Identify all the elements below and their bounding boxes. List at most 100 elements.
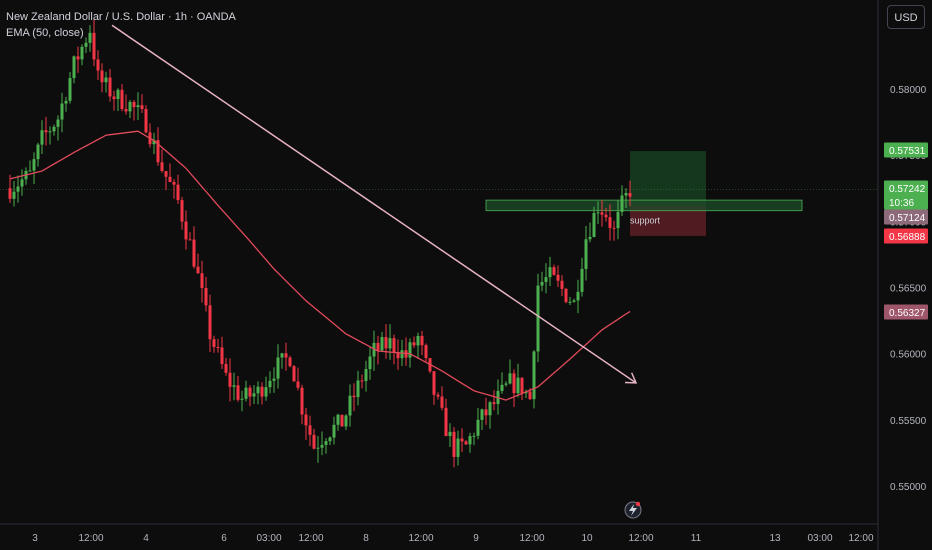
- candle-body: [629, 193, 632, 197]
- candle-body: [465, 441, 468, 444]
- alert-icon[interactable]: [625, 502, 641, 518]
- candle-body: [453, 432, 456, 457]
- candle-body: [557, 275, 560, 281]
- candle-body: [73, 56, 76, 78]
- candle-body: [109, 78, 112, 97]
- candle-body: [257, 387, 260, 394]
- candle-body: [545, 277, 548, 282]
- candle-body: [341, 415, 344, 427]
- candle-body: [17, 187, 20, 192]
- candle-body: [605, 215, 608, 218]
- x-tick-label: 12:00: [298, 533, 323, 544]
- candle-body: [317, 448, 320, 449]
- candle-body: [493, 402, 496, 404]
- candle-body: [445, 408, 448, 436]
- x-tick-label: 12:00: [519, 533, 544, 544]
- target-zone: [630, 151, 706, 205]
- candle-body: [21, 179, 24, 186]
- candle-body: [333, 425, 336, 438]
- candle-body: [593, 213, 596, 237]
- candle-body: [245, 388, 248, 399]
- candle-body: [177, 185, 180, 200]
- stop-price-tag: 0.56888: [884, 229, 928, 244]
- candle-body: [509, 373, 512, 383]
- candle-body: [221, 348, 224, 365]
- support-label: support: [630, 216, 661, 226]
- last-price-tag: 0.57242: [884, 181, 928, 196]
- candle-body: [37, 145, 40, 160]
- candle-body: [529, 392, 532, 400]
- candle-body: [65, 101, 68, 104]
- candle-body: [309, 425, 312, 434]
- symbol-title[interactable]: New Zealand Dollar / U.S. Dollar · 1h · …: [6, 9, 236, 25]
- price-tag-text: 10:36: [889, 198, 914, 209]
- currency-button[interactable]: USD: [887, 5, 925, 29]
- candle-body: [401, 350, 404, 358]
- candle-body: [625, 193, 628, 195]
- candle-body: [125, 109, 128, 111]
- indicator-label[interactable]: EMA (50, close): [6, 25, 236, 41]
- ema-line: [10, 131, 630, 400]
- candle-body: [481, 409, 484, 419]
- candle-body: [13, 192, 16, 199]
- candle-body: [133, 102, 136, 107]
- candle-body: [361, 380, 364, 381]
- y-tick-label: 0.55000: [890, 482, 927, 493]
- candle-body: [585, 239, 588, 269]
- candle-body: [145, 109, 148, 132]
- candle-body: [613, 228, 616, 229]
- candle-body: [457, 439, 460, 457]
- x-tick-label: 10: [581, 533, 593, 544]
- candle-body: [469, 436, 472, 444]
- ema-price-tag: 0.56327: [884, 305, 928, 320]
- candle-body: [61, 104, 64, 120]
- candle-body: [301, 388, 304, 415]
- candle-body: [141, 105, 144, 109]
- candle-body: [441, 397, 444, 408]
- candle-body: [85, 43, 88, 47]
- candle-body: [589, 237, 592, 239]
- price-tag-text: 0.57242: [889, 184, 926, 195]
- y-tick-label: 0.55500: [890, 416, 927, 427]
- candle-body: [477, 420, 480, 436]
- candle-body: [501, 385, 504, 391]
- candle-body: [213, 339, 216, 347]
- x-tick-label: 9: [473, 533, 479, 544]
- price-tag-text: 0.57531: [889, 146, 926, 157]
- y-tick-label: 0.58000: [890, 85, 927, 96]
- candle-body: [49, 131, 52, 132]
- candle-body: [549, 267, 552, 277]
- candle-body: [249, 388, 252, 397]
- candle-body: [521, 378, 524, 394]
- candle-body: [537, 286, 540, 352]
- candle-body: [337, 415, 340, 425]
- candle-body: [137, 105, 140, 107]
- candle-body: [609, 217, 612, 228]
- x-tick-label: 8: [363, 533, 369, 544]
- candle-body: [117, 90, 120, 99]
- candle-body: [201, 273, 204, 288]
- x-tick-label: 03:00: [807, 533, 832, 544]
- candle-body: [349, 396, 352, 416]
- candle-body: [113, 96, 116, 99]
- candle-body: [225, 364, 228, 373]
- candle-body: [461, 439, 464, 442]
- support-zone: [486, 200, 802, 211]
- candle-body: [393, 338, 396, 353]
- candle-body: [389, 338, 392, 348]
- candle-body: [165, 171, 168, 177]
- candle-body: [321, 445, 324, 448]
- candle-body: [97, 59, 100, 70]
- candle-body: [513, 373, 516, 393]
- candle-body: [505, 384, 508, 385]
- candle-body: [517, 378, 520, 393]
- candle-body: [433, 371, 436, 394]
- x-tick-label: 03:00: [256, 533, 281, 544]
- candle-body: [365, 369, 368, 381]
- candle-body: [421, 336, 424, 345]
- candle-body: [241, 399, 244, 400]
- x-tick-label: 12:00: [628, 533, 653, 544]
- price-tag-text: 0.56327: [889, 308, 926, 319]
- x-tick-label: 3: [32, 533, 38, 544]
